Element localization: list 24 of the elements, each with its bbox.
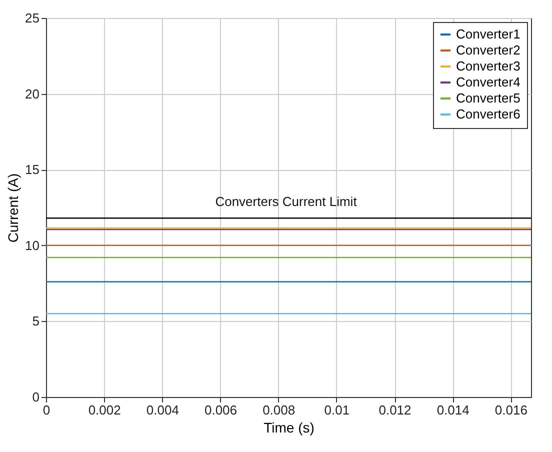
x-tick-label: 0.01 bbox=[324, 402, 350, 418]
x-tick-label: 0.016 bbox=[494, 402, 528, 418]
x-axis-title: Time (s) bbox=[264, 420, 314, 436]
y-tick-label: 15 bbox=[25, 162, 40, 178]
x-tick-label: 0.006 bbox=[204, 402, 238, 418]
y-tick-label: 0 bbox=[32, 390, 40, 404]
y-tick-label: 10 bbox=[25, 238, 40, 253]
legend-label: Converter1 bbox=[456, 26, 520, 42]
x-tick-label: 0.008 bbox=[262, 402, 296, 418]
legend-label: Converter5 bbox=[456, 90, 520, 106]
legend-label: Converter2 bbox=[456, 42, 520, 58]
x-tick-label: 0.002 bbox=[88, 402, 121, 418]
x-tick-label: 0.004 bbox=[146, 402, 179, 418]
y-tick-label: 5 bbox=[32, 314, 40, 329]
y-tick-label: 20 bbox=[25, 86, 40, 102]
y-axis-title: Current (A) bbox=[5, 173, 22, 243]
y-tick-label: 25 bbox=[25, 10, 40, 26]
x-tick-label: 0 bbox=[42, 402, 50, 418]
legend-label: Converter6 bbox=[456, 106, 520, 122]
ref-line-label: Converters Current Limit bbox=[215, 194, 358, 210]
legend-label: Converter3 bbox=[456, 58, 520, 74]
x-tick-label: 0.012 bbox=[378, 402, 412, 418]
x-tick-label: 0.014 bbox=[436, 402, 470, 418]
legend-label: Converter4 bbox=[456, 74, 520, 90]
